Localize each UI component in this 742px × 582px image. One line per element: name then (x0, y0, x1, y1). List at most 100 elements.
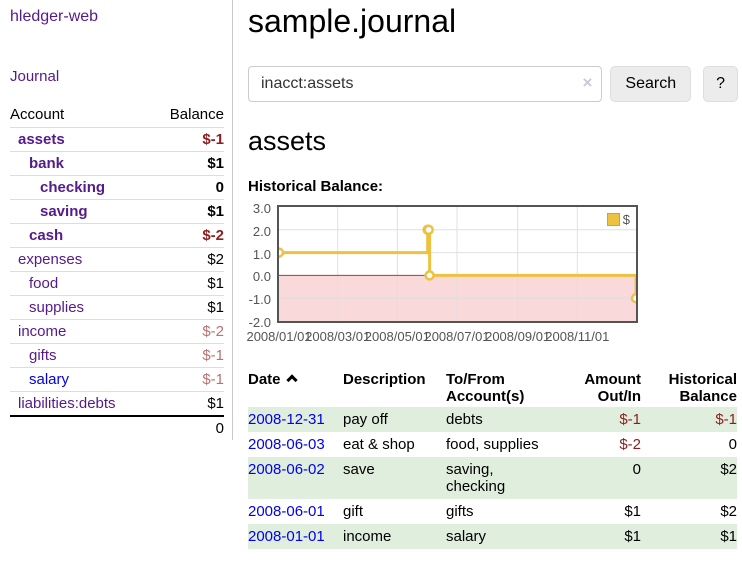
account-balance: $-2 (151, 223, 224, 248)
accounts-total-spacer (10, 415, 152, 440)
sort-ascending-icon (285, 374, 298, 386)
account-cell: bank (10, 151, 152, 176)
account-link-expenses[interactable]: expenses (18, 251, 83, 268)
balance-cell: $2 (720, 461, 737, 478)
accounts-total-row: 0 (10, 415, 224, 440)
account-link-saving[interactable]: saving (40, 203, 88, 220)
transaction-row: 2008-06-01 gift gifts $1 $2 (248, 499, 737, 524)
search-row: × Search ? (248, 66, 738, 102)
transaction-date-link[interactable]: 2008-01-01 (248, 528, 325, 545)
accounts-cell: food, supplies (446, 436, 539, 453)
account-balance: $-1 (151, 343, 224, 368)
account-row: cash $-2 (10, 223, 224, 248)
register-column-header: Historical Balance (668, 371, 737, 405)
description-cell: pay off (343, 411, 388, 428)
account-link-supplies[interactable]: supplies (29, 299, 85, 316)
y-axis-tick-label: 2.0 (252, 223, 271, 239)
y-axis-tick-label: 1.0 (252, 246, 271, 262)
account-balance: $-2 (151, 319, 224, 344)
clear-search-icon[interactable]: × (582, 73, 593, 92)
search-input[interactable] (248, 66, 603, 102)
account-balance: $2 (151, 247, 224, 272)
date-cell: 2008-12-31 (248, 407, 343, 432)
account-cell: food (10, 271, 152, 296)
accounts-table: Account Balance assets $-1 bank $1 checking 0… (10, 103, 224, 440)
accounts-header-account: Account (10, 106, 65, 123)
transaction-date-link[interactable]: 2008-06-01 (248, 503, 325, 520)
account-row: assets $-1 (10, 127, 224, 152)
account-row: income $-2 (10, 319, 224, 344)
accounts-cell: debts (446, 411, 483, 428)
account-cell: income (10, 319, 152, 344)
help-button[interactable]: ? (703, 66, 738, 102)
amount-cell: $-2 (619, 436, 641, 453)
x-axis-tick-label: 2008/05/01 (364, 329, 430, 344)
x-axis-tick-label: 2008/11/01 (545, 329, 610, 344)
balance-cell: $2 (720, 503, 737, 520)
account-balance: 0 (151, 175, 224, 200)
account-cell: gifts (10, 343, 152, 368)
balance-cell: $1 (720, 528, 737, 545)
main-content: sample.journal × Search ? assets Histori… (246, 0, 738, 549)
transaction-date-link[interactable]: 2008-12-31 (248, 411, 325, 428)
account-balance: $1 (151, 271, 224, 296)
description-cell: gift (343, 503, 364, 520)
account-cell: assets (10, 127, 152, 152)
amount-cell: 0 (632, 461, 641, 478)
account-link-gifts[interactable]: gifts (29, 347, 57, 364)
account-link-salary[interactable]: salary (29, 371, 70, 388)
account-link-liabilities-debts[interactable]: liabilities:debts (18, 395, 116, 412)
y-axis-tick-label: -1.0 (248, 292, 271, 308)
account-row: gifts $-1 (10, 343, 224, 368)
transaction-row: 2008-06-03 eat & shop food, supplies $-2 0 (248, 432, 737, 457)
x-axis-tick-label: 2008/03/01 (305, 329, 371, 344)
account-link-cash[interactable]: cash (29, 227, 64, 244)
y-axis-tick-label: -2.0 (248, 315, 271, 330)
account-row: saving $1 (10, 199, 224, 224)
legend-swatch-icon (606, 213, 620, 226)
account-link-income[interactable]: income (18, 323, 67, 340)
account-link-bank[interactable]: bank (29, 155, 65, 172)
sidebar: hledger-web Journal Account Balance asse… (0, 0, 233, 440)
account-cell: cash (10, 223, 152, 248)
account-link-assets[interactable]: assets (18, 131, 65, 148)
accounts-cell: salary (446, 528, 487, 545)
description-cell: save (343, 461, 375, 478)
x-axis-tick-label: 2008/01/01 (246, 329, 312, 344)
account-row: bank $1 (10, 151, 224, 176)
account-balance: $-1 (151, 127, 224, 152)
register-column-header[interactable]: Date (248, 369, 343, 407)
register-column-header: To/From Account(s) (446, 371, 525, 405)
transaction-row: 2008-01-01 income salary $1 $1 (248, 524, 737, 549)
chart-plot-area[interactable]: $ (277, 205, 638, 323)
account-balance: $1 (151, 199, 224, 224)
account-link-checking[interactable]: checking (40, 179, 106, 196)
amount-cell: $1 (624, 528, 641, 545)
account-balance: $1 (151, 391, 224, 416)
date-cell: 2008-06-02 (248, 457, 343, 499)
nav-journal-link[interactable]: Journal (10, 68, 60, 85)
account-balance: $1 (151, 295, 224, 320)
account-cell: saving (10, 199, 152, 224)
account-row: checking 0 (10, 175, 224, 200)
account-cell: liabilities:debts (10, 391, 152, 416)
date-cell: 2008-01-01 (248, 524, 343, 549)
chart-title: Historical Balance: (248, 178, 384, 195)
balance-cell: 0 (728, 436, 737, 453)
search-button[interactable]: Search (610, 66, 692, 102)
app-brand-link[interactable]: hledger-web (10, 8, 99, 25)
transaction-date-link[interactable]: 2008-06-02 (248, 461, 325, 478)
x-axis-tick-label: 2008/07/01 (424, 329, 490, 344)
balance-cell: $-1 (715, 411, 737, 428)
transaction-date-link[interactable]: 2008-06-03 (248, 436, 325, 453)
chart-canvas (279, 207, 636, 321)
chart-legend: $ (606, 212, 630, 227)
account-link-food[interactable]: food (29, 275, 59, 292)
register-table: Date Description To/From Account(s) Amount Ou… (248, 369, 737, 549)
historical-balance-chart[interactable]: 3.0 2.0 1.0 0.0 -1.0 -2.0 $ 2008/01/01 2008/03… (246, 201, 639, 347)
account-balance: $1 (151, 151, 224, 176)
transaction-row: 2008-12-31 pay off debts $-1 $-1 (248, 407, 737, 432)
amount-cell: $-1 (619, 411, 641, 428)
date-cell: 2008-06-03 (248, 432, 343, 457)
